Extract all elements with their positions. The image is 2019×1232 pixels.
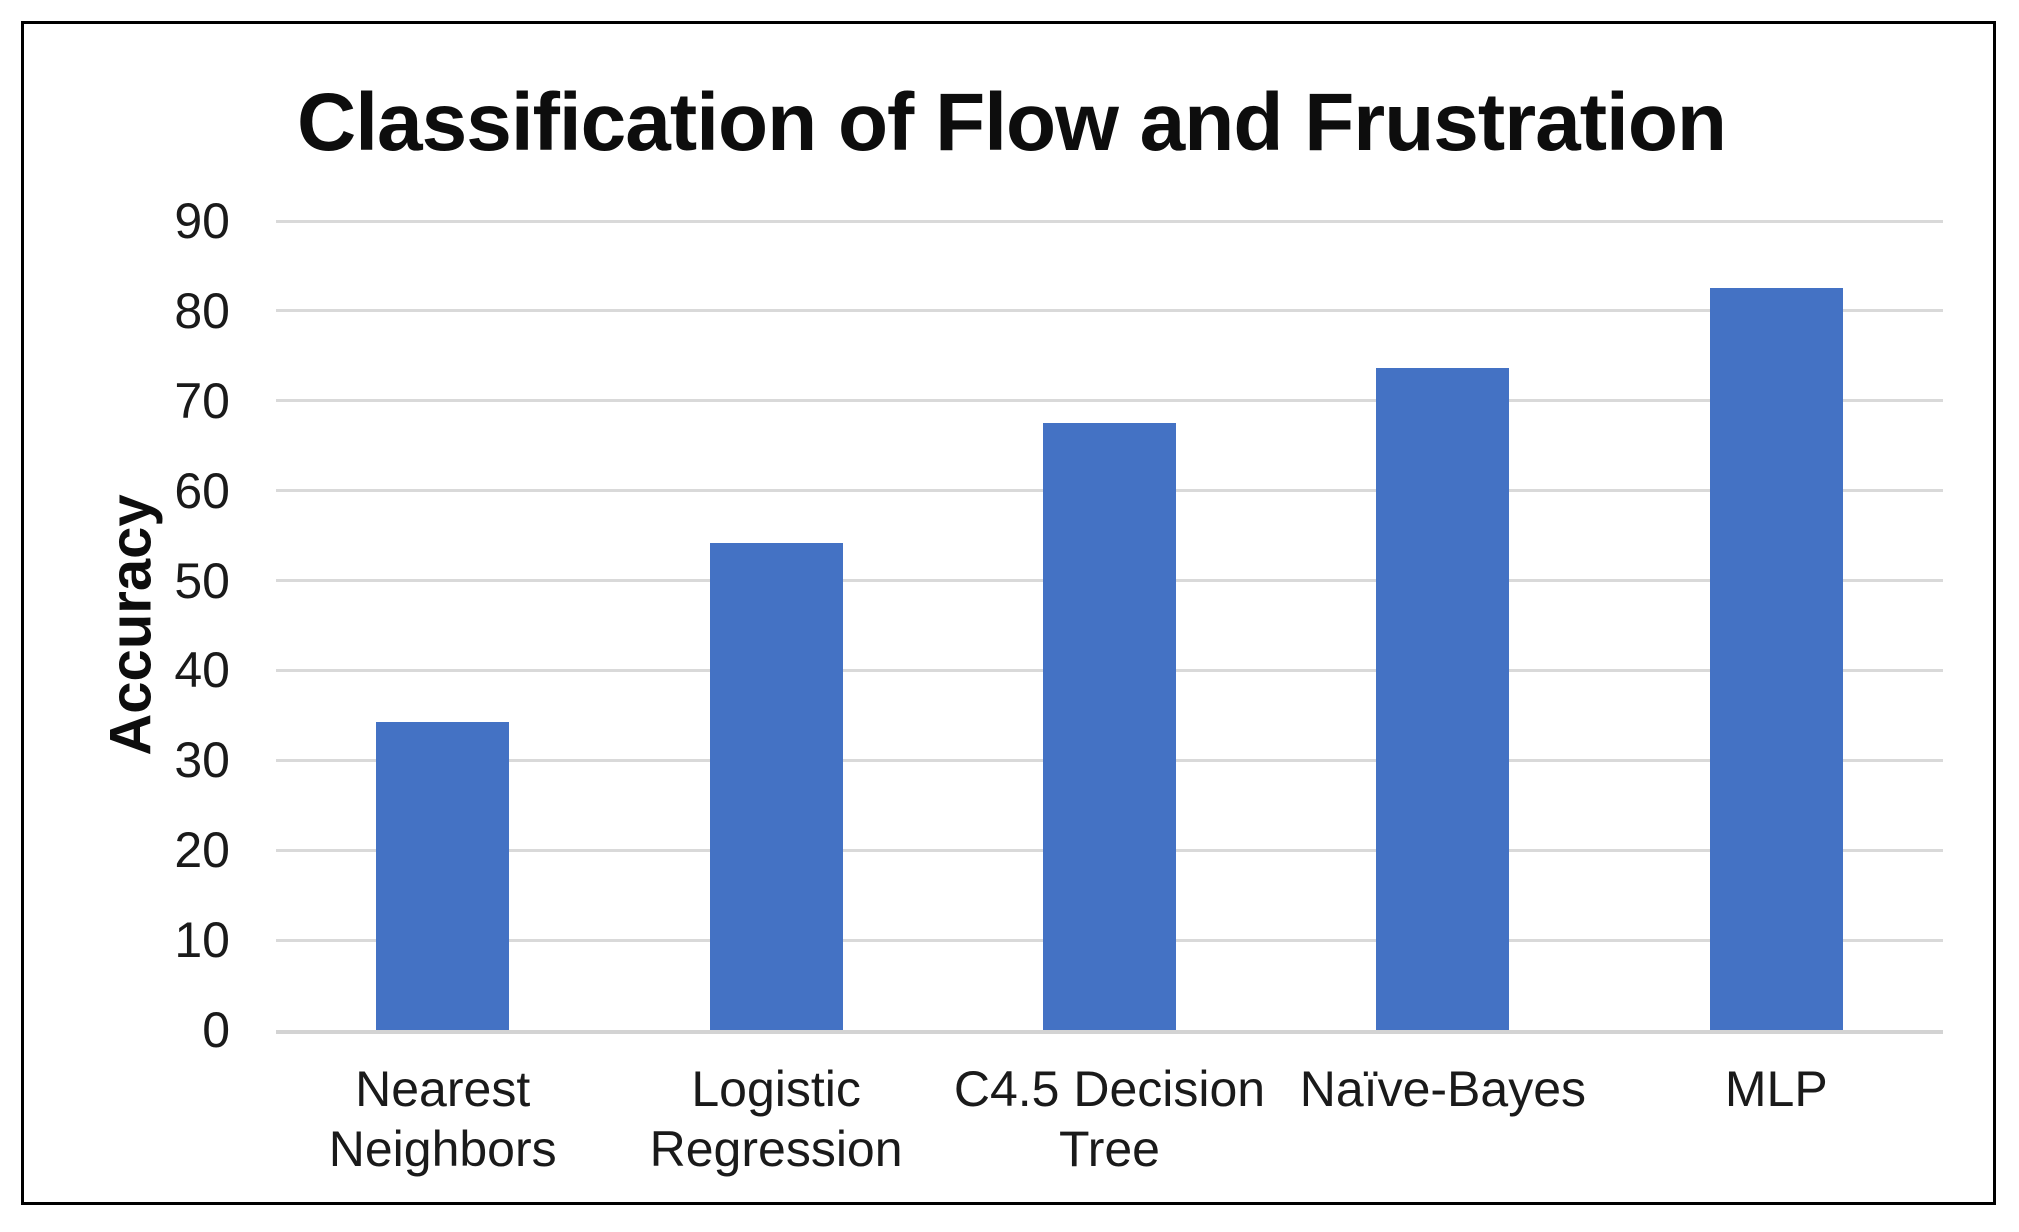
y-tick-label-10: 10 [174,912,230,969]
y-tick-label-70: 70 [174,372,230,429]
y-tick-label-50: 50 [174,552,230,609]
y-tick-label-30: 30 [174,732,230,789]
chart-title: Classification of Flow and Frustration [297,77,1727,168]
x-tick-label-4: Naïve-Bayes [1299,1061,1586,1117]
chart-frame: Classification of Flow and Frustration A… [21,21,1996,1205]
bar-c4-5-decision-tree [1043,423,1176,1030]
bar-mlp [1709,287,1843,1030]
gridline-y-0 [276,1030,1943,1034]
x-tick-label-5: MLP [1724,1061,1828,1117]
bar-na-ve-bayes [1376,367,1510,1030]
gridline-y-80 [276,309,1943,313]
y-tick-label-60: 60 [174,462,230,519]
plot-area [276,219,1943,1034]
x-tick-label-2: Logistic Regression [649,1061,903,1177]
y-tick-label-80: 80 [174,282,230,339]
gridline-y-70 [276,399,1943,403]
bar-nearest-neighbors [376,721,510,1030]
y-tick-label-90: 90 [174,193,230,249]
y-tick-label-0: 0 [202,1002,230,1058]
bar-logistic-regression [709,542,843,1030]
gridline-y-90 [276,219,1943,223]
y-tick-label-20: 20 [174,822,230,879]
y-tick-label-40: 40 [174,642,230,699]
y-axis-title: Accuracy [98,494,164,756]
x-tick-label-3: C4.5 Decision Tree [953,1061,1266,1177]
x-tick-label-1: Nearest Neighbors [328,1061,557,1177]
